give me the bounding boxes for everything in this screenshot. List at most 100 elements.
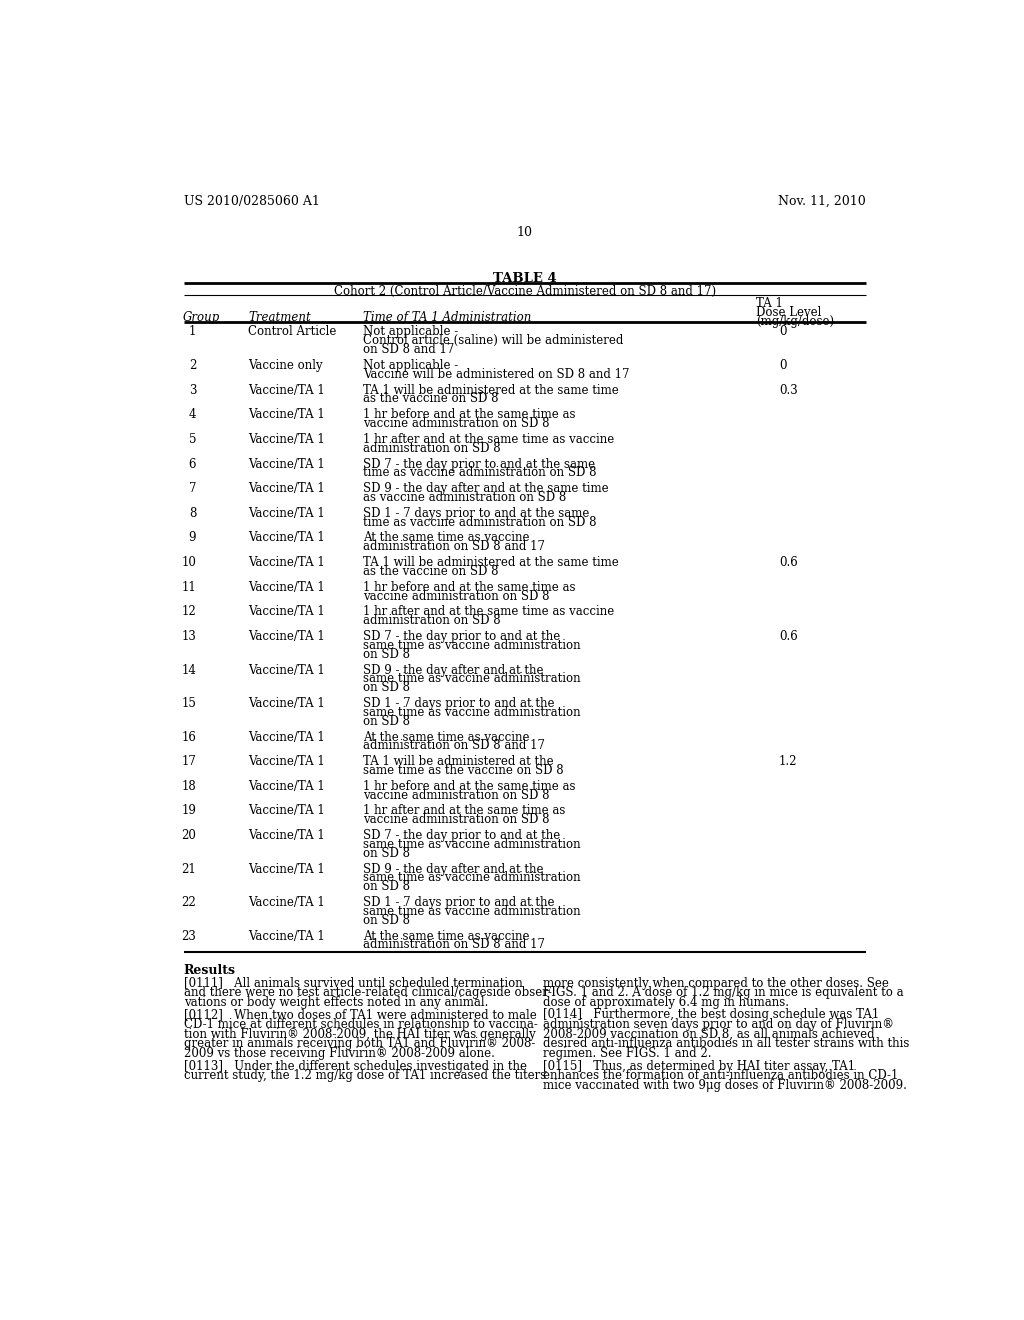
Text: [0114]   Furthermore, the best dosing schedule was TA1: [0114] Furthermore, the best dosing sche… xyxy=(543,1008,879,1022)
Text: FIGS. 1 and 2. A dose of 1.2 mg/kg in mice is equivalent to a: FIGS. 1 and 2. A dose of 1.2 mg/kg in mi… xyxy=(543,986,903,999)
Text: Vaccine/TA 1: Vaccine/TA 1 xyxy=(248,482,325,495)
Text: Vaccine/TA 1: Vaccine/TA 1 xyxy=(248,556,325,569)
Text: 0.3: 0.3 xyxy=(779,384,798,396)
Text: tion with Fluvirin® 2008-2009, the HAI titer was generally: tion with Fluvirin® 2008-2009, the HAI t… xyxy=(183,1028,536,1040)
Text: 4: 4 xyxy=(188,408,197,421)
Text: same time as vaccine administration: same time as vaccine administration xyxy=(362,871,581,884)
Text: [0112]   When two doses of TA1 were administered to male: [0112] When two doses of TA1 were admini… xyxy=(183,1008,537,1022)
Text: Vaccine/TA 1: Vaccine/TA 1 xyxy=(248,532,325,544)
Text: 17: 17 xyxy=(181,755,197,768)
Text: SD 1 - 7 days prior to and at the same: SD 1 - 7 days prior to and at the same xyxy=(362,507,589,520)
Text: Control article (saline) will be administered: Control article (saline) will be adminis… xyxy=(362,334,624,347)
Text: 2008-2009 vaccination on SD 8, as all animals achieved: 2008-2009 vaccination on SD 8, as all an… xyxy=(543,1028,874,1040)
Text: Vaccine will be administered on SD 8 and 17: Vaccine will be administered on SD 8 and… xyxy=(362,368,630,381)
Text: administration on SD 8 and 17: administration on SD 8 and 17 xyxy=(362,739,545,752)
Text: At the same time as vaccine: At the same time as vaccine xyxy=(362,532,529,544)
Text: 0.6: 0.6 xyxy=(779,556,798,569)
Text: vaccine administration on SD 8: vaccine administration on SD 8 xyxy=(362,788,549,801)
Text: 0: 0 xyxy=(779,326,786,338)
Text: Vaccine/TA 1: Vaccine/TA 1 xyxy=(248,730,325,743)
Text: on SD 8: on SD 8 xyxy=(362,648,410,661)
Text: dose of approximately 6.4 mg in humans.: dose of approximately 6.4 mg in humans. xyxy=(543,995,788,1008)
Text: TA 1 will be administered at the: TA 1 will be administered at the xyxy=(362,755,553,768)
Text: Vaccine/TA 1: Vaccine/TA 1 xyxy=(248,804,325,817)
Text: At the same time as vaccine: At the same time as vaccine xyxy=(362,929,529,942)
Text: 1 hr after and at the same time as vaccine: 1 hr after and at the same time as vacci… xyxy=(362,433,614,446)
Text: Cohort 2 (Control Article/Vaccine Administered on SD 8 and 17): Cohort 2 (Control Article/Vaccine Admini… xyxy=(334,285,716,298)
Text: 21: 21 xyxy=(181,862,197,875)
Text: Group: Group xyxy=(182,312,219,323)
Text: TA 1 will be administered at the same time: TA 1 will be administered at the same ti… xyxy=(362,556,618,569)
Text: 1 hr before and at the same time as: 1 hr before and at the same time as xyxy=(362,408,575,421)
Text: Vaccine/TA 1: Vaccine/TA 1 xyxy=(248,458,325,470)
Text: Vaccine/TA 1: Vaccine/TA 1 xyxy=(248,408,325,421)
Text: as the vaccine on SD 8: as the vaccine on SD 8 xyxy=(362,392,499,405)
Text: desired anti-influenza antibodies in all tester strains with this: desired anti-influenza antibodies in all… xyxy=(543,1038,909,1051)
Text: (mg/kg/dose): (mg/kg/dose) xyxy=(756,315,834,329)
Text: 10: 10 xyxy=(517,226,532,239)
Text: SD 9 - the day after and at the: SD 9 - the day after and at the xyxy=(362,862,544,875)
Text: Vaccine/TA 1: Vaccine/TA 1 xyxy=(248,630,325,643)
Text: Vaccine/TA 1: Vaccine/TA 1 xyxy=(248,755,325,768)
Text: same time as vaccine administration: same time as vaccine administration xyxy=(362,906,581,917)
Text: 20: 20 xyxy=(181,829,197,842)
Text: and there were no test article-related clinical/cageside obser-: and there were no test article-related c… xyxy=(183,986,552,999)
Text: Treatment: Treatment xyxy=(248,312,311,323)
Text: 8: 8 xyxy=(188,507,197,520)
Text: Vaccine/TA 1: Vaccine/TA 1 xyxy=(248,896,325,909)
Text: 22: 22 xyxy=(181,896,197,909)
Text: 1 hr before and at the same time as: 1 hr before and at the same time as xyxy=(362,780,575,793)
Text: Not applicable -: Not applicable - xyxy=(362,326,458,338)
Text: as vaccine administration on SD 8: as vaccine administration on SD 8 xyxy=(362,491,566,504)
Text: CD-1 mice at different schedules in relationship to vaccina-: CD-1 mice at different schedules in rela… xyxy=(183,1018,538,1031)
Text: on SD 8: on SD 8 xyxy=(362,681,410,694)
Text: vaccine administration on SD 8: vaccine administration on SD 8 xyxy=(362,590,549,603)
Text: SD 7 - the day prior to and at the: SD 7 - the day prior to and at the xyxy=(362,630,560,643)
Text: on SD 8: on SD 8 xyxy=(362,847,410,859)
Text: [0115]   Thus, as determined by HAI titer assay, TA1: [0115] Thus, as determined by HAI titer … xyxy=(543,1060,855,1073)
Text: 2009 vs those receiving Fluvirin® 2008-2009 alone.: 2009 vs those receiving Fluvirin® 2008-2… xyxy=(183,1047,495,1060)
Text: regimen. See FIGS. 1 and 2.: regimen. See FIGS. 1 and 2. xyxy=(543,1047,711,1060)
Text: TA 1 will be administered at the same time: TA 1 will be administered at the same ti… xyxy=(362,384,618,396)
Text: SD 9 - the day after and at the: SD 9 - the day after and at the xyxy=(362,664,544,677)
Text: on SD 8: on SD 8 xyxy=(362,913,410,927)
Text: same time as vaccine administration: same time as vaccine administration xyxy=(362,672,581,685)
Text: time as vaccine administration on SD 8: time as vaccine administration on SD 8 xyxy=(362,466,596,479)
Text: Dose Level: Dose Level xyxy=(756,306,821,319)
Text: greater in animals receiving both TA1 and Fluvirin® 2008-: greater in animals receiving both TA1 an… xyxy=(183,1038,536,1051)
Text: SD 1 - 7 days prior to and at the: SD 1 - 7 days prior to and at the xyxy=(362,697,554,710)
Text: 11: 11 xyxy=(181,581,197,594)
Text: Vaccine/TA 1: Vaccine/TA 1 xyxy=(248,433,325,446)
Text: At the same time as vaccine: At the same time as vaccine xyxy=(362,730,529,743)
Text: Time of TA 1 Administration: Time of TA 1 Administration xyxy=(362,312,531,323)
Text: 13: 13 xyxy=(181,630,197,643)
Text: 7: 7 xyxy=(188,482,197,495)
Text: 1 hr after and at the same time as vaccine: 1 hr after and at the same time as vacci… xyxy=(362,606,614,618)
Text: 3: 3 xyxy=(188,384,197,396)
Text: time as vaccine administration on SD 8: time as vaccine administration on SD 8 xyxy=(362,516,596,529)
Text: 2: 2 xyxy=(188,359,197,372)
Text: 5: 5 xyxy=(188,433,197,446)
Text: 1.2: 1.2 xyxy=(779,755,798,768)
Text: Control Article: Control Article xyxy=(248,326,337,338)
Text: as the vaccine on SD 8: as the vaccine on SD 8 xyxy=(362,565,499,578)
Text: 6: 6 xyxy=(188,458,197,470)
Text: TA 1: TA 1 xyxy=(756,297,782,310)
Text: SD 9 - the day after and at the same time: SD 9 - the day after and at the same tim… xyxy=(362,482,608,495)
Text: [0113]   Under the different schedules investigated in the: [0113] Under the different schedules inv… xyxy=(183,1060,526,1073)
Text: administration on SD 8 and 17: administration on SD 8 and 17 xyxy=(362,540,545,553)
Text: vaccine administration on SD 8: vaccine administration on SD 8 xyxy=(362,813,549,826)
Text: mice vaccinated with two 9μg doses of Fluvirin® 2008-2009.: mice vaccinated with two 9μg doses of Fl… xyxy=(543,1078,906,1092)
Text: [0111]   All animals survived until scheduled termination: [0111] All animals survived until schedu… xyxy=(183,977,522,990)
Text: same time as vaccine administration: same time as vaccine administration xyxy=(362,639,581,652)
Text: 19: 19 xyxy=(181,804,197,817)
Text: more consistently when compared to the other doses. See: more consistently when compared to the o… xyxy=(543,977,889,990)
Text: Vaccine/TA 1: Vaccine/TA 1 xyxy=(248,581,325,594)
Text: on SD 8: on SD 8 xyxy=(362,714,410,727)
Text: same time as vaccine administration: same time as vaccine administration xyxy=(362,838,581,851)
Text: 10: 10 xyxy=(181,556,197,569)
Text: 18: 18 xyxy=(181,780,197,793)
Text: Vaccine only: Vaccine only xyxy=(248,359,323,372)
Text: 0: 0 xyxy=(779,359,786,372)
Text: Nov. 11, 2010: Nov. 11, 2010 xyxy=(778,194,866,207)
